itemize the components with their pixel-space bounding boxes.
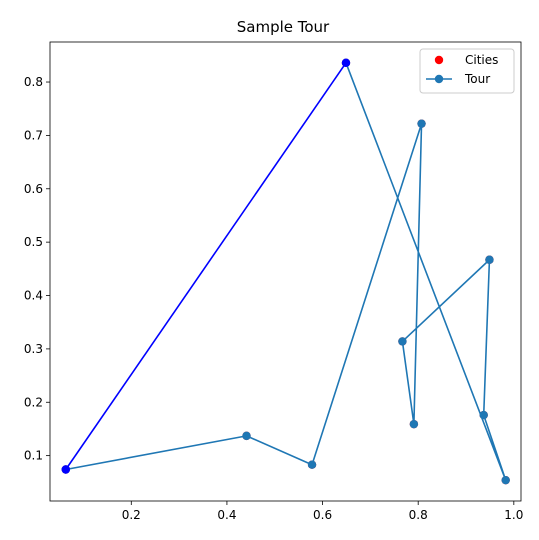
- chart-title: Sample Tour: [237, 18, 330, 36]
- x-tick-label: 1.0: [504, 508, 523, 522]
- legend: Cities Tour: [419, 48, 515, 94]
- y-tick-label: 0.5: [24, 235, 43, 249]
- closing-point: [341, 58, 351, 68]
- legend-marker: [434, 74, 444, 84]
- tour-point: [409, 419, 419, 429]
- tour-point: [242, 431, 251, 441]
- y-tick-label: 0.1: [24, 449, 43, 463]
- closing-segment: [65, 62, 347, 470]
- tour-point: [398, 337, 407, 346]
- tour-line: [65, 62, 507, 481]
- tour-point: [479, 410, 488, 420]
- plot-area: [61, 58, 510, 485]
- y-tick-label: 0.8: [24, 75, 43, 89]
- axes-frame: [49, 41, 522, 502]
- x-tick-label: 0.8: [409, 508, 428, 522]
- x-tick-label: 0.6: [313, 508, 332, 522]
- tour-point: [485, 255, 494, 264]
- tour-point: [501, 475, 510, 485]
- y-tick-label: 0.3: [24, 342, 43, 356]
- closing-point: [61, 465, 70, 474]
- legend-label: Tour: [464, 72, 490, 86]
- y-axis: 0.1 0.2 0.3 0.4 0.5 0.6 0.7 0.8: [24, 75, 50, 463]
- x-tick-label: 0.2: [122, 508, 141, 522]
- x-axis: 0.2 0.4 0.6 0.8 1.0: [122, 501, 523, 522]
- y-tick-label: 0.2: [24, 395, 43, 409]
- legend-label: Cities: [465, 53, 498, 67]
- x-tick-label: 0.4: [217, 508, 236, 522]
- tour-point: [307, 460, 317, 469]
- y-tick-label: 0.6: [24, 182, 43, 196]
- legend-marker: [434, 55, 444, 65]
- legend-box: [419, 48, 515, 94]
- y-tick-label: 0.7: [24, 128, 43, 142]
- y-tick-label: 0.4: [24, 289, 43, 303]
- tour-point: [417, 119, 426, 128]
